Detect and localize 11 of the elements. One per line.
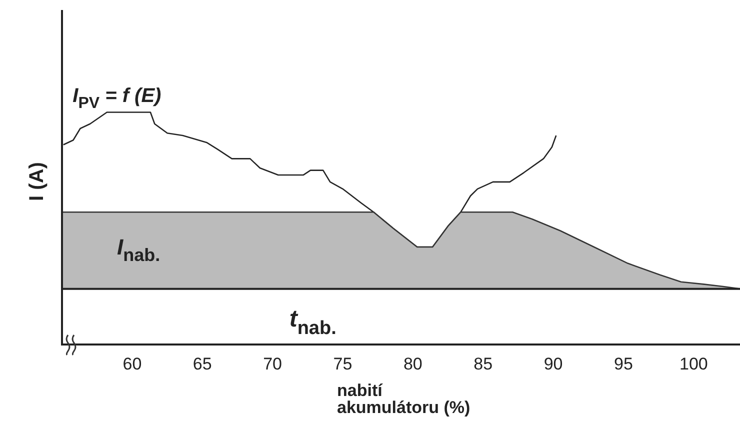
x-axis-title: nabití akumulátoru (%) <box>337 381 472 417</box>
x-tick-label: 60 <box>122 354 142 374</box>
y-axis-title: I (A) <box>26 162 49 201</box>
x-tick-label: 75 <box>333 354 352 374</box>
x-tick-label: 70 <box>263 354 282 374</box>
x-tick-label: 95 <box>614 354 633 374</box>
x-tick-label: 80 <box>403 354 422 374</box>
x-tick-label: 100 <box>679 354 708 374</box>
x-tick-label: 65 <box>192 354 212 374</box>
x-tick-label: 90 <box>544 354 563 374</box>
x-tick-label: 85 <box>474 354 493 374</box>
